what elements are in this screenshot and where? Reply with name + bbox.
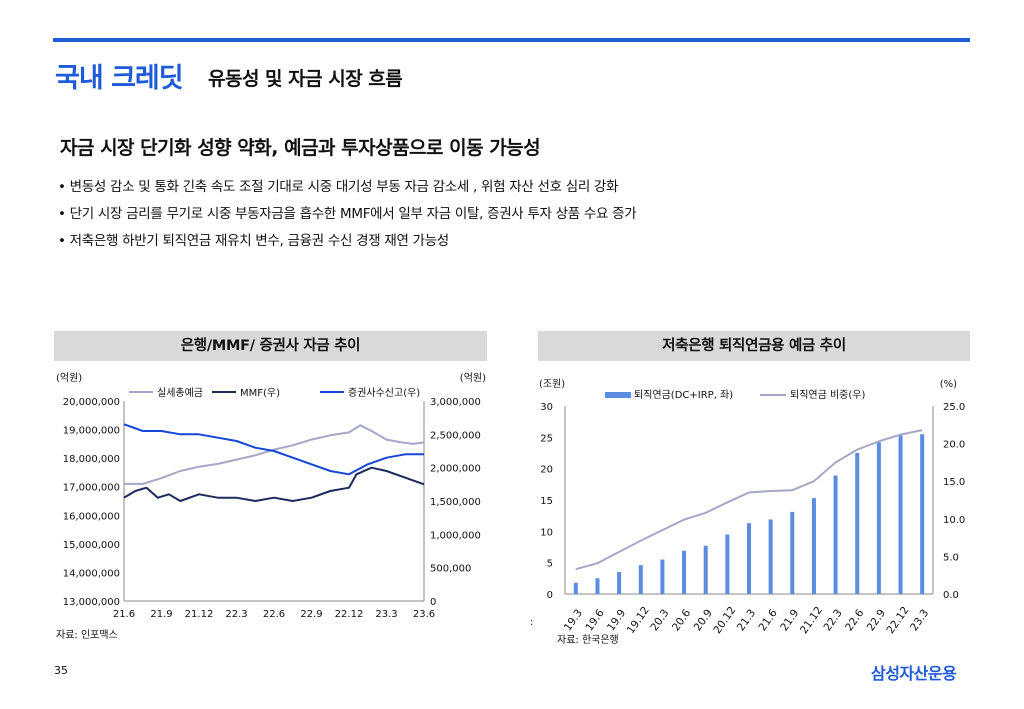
chart2-x-tick: 23.3 xyxy=(908,607,931,633)
chart2-x-tick: 21.6 xyxy=(757,607,780,633)
chart1-x-tick: 22.3 xyxy=(225,609,247,620)
chart1-right-tick: 1,500,000 xyxy=(430,497,481,508)
chart2-legend-label: 퇴직연금 비중(우) xyxy=(790,389,865,401)
chart1-left-tick: 20,000,000 xyxy=(63,397,120,408)
bullet-list: 변동성 감소 및 통화 긴축 속도 조절 기대로 시중 대기성 부동 자금 감소… xyxy=(58,178,637,259)
chart1-right-tick: 0 xyxy=(430,597,436,608)
chart2-x-tick: 19.6 xyxy=(583,607,606,633)
chart2-bar xyxy=(595,578,600,594)
chart1-series-line xyxy=(123,423,424,476)
chart2-bar xyxy=(855,453,860,594)
chart2-right-unit: (%) xyxy=(940,379,957,390)
chart1-fund-flows: (억원) (억원) 13,000,000 14,000,000 15,000,000 16… xyxy=(56,372,486,620)
chart2-right-tick: 0.0 xyxy=(943,590,959,601)
chart2-x-tick: 22.6 xyxy=(843,607,866,633)
chart2-bar xyxy=(660,559,665,594)
chart1-right-tick: 3,000,000 xyxy=(430,397,481,408)
top-rule xyxy=(53,38,970,42)
chart1-left-tick: 13,000,000 xyxy=(63,597,120,608)
chart1-x-tick: 21.9 xyxy=(150,609,172,620)
chart1-left-tick: 17,000,000 xyxy=(63,483,120,494)
chart2-left-tick: 10 xyxy=(540,527,553,538)
chart2-x-tick: 21.3 xyxy=(735,607,758,633)
chart2-x-tick: 19.12 xyxy=(625,605,652,637)
chart2-left-tick: 5 xyxy=(547,559,553,570)
chart2-left-tick: 15 xyxy=(540,496,553,507)
chart1-right-tick: 2,500,000 xyxy=(430,430,481,441)
chart2-right-tick: 10.0 xyxy=(943,515,965,526)
chart2-bar xyxy=(876,442,881,594)
chart2-legend-swatch xyxy=(605,392,631,398)
chart2-bar xyxy=(833,475,838,594)
chart2-x-tick: 20.6 xyxy=(670,607,693,633)
page-subtitle: 유동성 및 자금 시장 흐름 xyxy=(208,68,403,90)
chart2-bar xyxy=(811,498,816,594)
chart1-x-tick: 23.3 xyxy=(375,609,397,620)
chart2-left-tick: 30 xyxy=(540,402,553,413)
chart2-ratio-line xyxy=(575,429,923,571)
chart2-bar xyxy=(703,545,708,594)
chart2-left-tick: 0 xyxy=(547,590,553,601)
chart2-x-tick: 21.12 xyxy=(798,605,825,637)
chart2-bar xyxy=(920,434,925,594)
chart2-x-tick: 22.3 xyxy=(822,607,845,633)
chart2-x-tick: 20.12 xyxy=(711,605,738,637)
chart2-pension-deposits: (조원) (%) 0 5 10 15 20 25 30 0.0 5.0 10.0 15.0 20.0 25.… xyxy=(539,378,965,637)
chart2-bar xyxy=(725,534,730,594)
chart2-left-tick: 20 xyxy=(540,465,553,476)
chart1-source: 자료: 인포맥스 xyxy=(56,630,118,641)
chart1-right-unit: (억원) xyxy=(460,372,486,384)
chart1-left-tick: 14,000,000 xyxy=(63,568,120,579)
page-number: 35 xyxy=(54,664,68,677)
chart2-bar xyxy=(682,550,687,594)
chart1-x-tick: 22.9 xyxy=(300,609,322,620)
chart2-right-tick: 20.0 xyxy=(943,440,965,451)
chart2-panel-title: 저축은행 퇴직연금용 예금 추이 xyxy=(538,331,970,361)
chart1-x-tick: 22.6 xyxy=(263,609,285,620)
chart2-bar xyxy=(573,582,578,594)
chart1-x-tick: 21.6 xyxy=(113,609,135,620)
chart2-source: 자료: 한국은행 xyxy=(557,635,619,646)
chart1-legend-label: 실세총예금 xyxy=(157,387,203,399)
chart2-left-unit: (조원) xyxy=(539,378,565,390)
chart1-series-line xyxy=(124,424,425,485)
chart2-left-tick: 25 xyxy=(540,433,553,444)
chart2-x-tick: 20.3 xyxy=(648,607,671,633)
page-title: 국내 크레딧 xyxy=(55,63,184,94)
chart1-right-tick: 1,000,000 xyxy=(430,530,481,541)
chart2-bar xyxy=(790,511,795,594)
chart1-legend-label: 증권사수신고(우) xyxy=(348,387,420,399)
chart2-bar xyxy=(898,434,903,594)
chart1-panel-title: 은행/MMF/ 증권사 자금 추이 xyxy=(54,331,487,361)
chart2-x-tick: 22.12 xyxy=(885,605,912,637)
chart2-bar xyxy=(747,523,751,594)
chart2-right-tick: 25.0 xyxy=(943,402,965,413)
chart2-bar xyxy=(768,519,773,594)
chart1-legend-label: MMF(우) xyxy=(240,387,280,399)
bullet-item: 단기 시장 금리를 무기로 시중 부동자금을 흡수한 MMF에서 일부 자금 이… xyxy=(58,205,637,232)
chart2-x-tick: 19.3 xyxy=(562,607,585,633)
chart1-x-tick: 21.12 xyxy=(185,609,214,620)
bullet-item: 변동성 감소 및 통화 긴축 속도 조절 기대로 시중 대기성 부동 자금 감소… xyxy=(58,178,636,205)
chart2-bar xyxy=(617,572,622,594)
section-headline: 자금 시장 단기화 성향 약화, 예금과 투자상품으로 이동 가능성 xyxy=(60,137,541,159)
chart1-right-tick: 2,000,000 xyxy=(430,464,481,475)
chart2-legend-label: 퇴직연금(DC+IRP, 좌) xyxy=(634,389,733,401)
company-logo: 삼성자산운용 xyxy=(871,664,957,683)
bullet-item: 저축은행 하반기 퇴직연금 재유치 변수, 금융권 수신 경쟁 재연 가능성 xyxy=(58,232,636,259)
chart2-right-tick: 5.0 xyxy=(943,552,959,563)
stray-colon: : xyxy=(530,617,534,628)
chart2-right-tick: 15.0 xyxy=(943,477,965,488)
chart1-left-unit: (억원) xyxy=(56,372,82,384)
chart1-left-tick: 15,000,000 xyxy=(63,540,120,551)
chart1-left-tick: 19,000,000 xyxy=(63,426,120,437)
chart1-series-line xyxy=(123,466,425,502)
chart1-left-tick: 16,000,000 xyxy=(63,511,120,522)
chart1-x-tick: 22.12 xyxy=(335,609,364,620)
chart1-x-tick: 23.6 xyxy=(413,609,435,620)
chart1-left-tick: 18,000,000 xyxy=(63,454,120,465)
chart1-right-tick: 500,000 xyxy=(430,564,471,575)
chart2-bar xyxy=(638,565,643,594)
